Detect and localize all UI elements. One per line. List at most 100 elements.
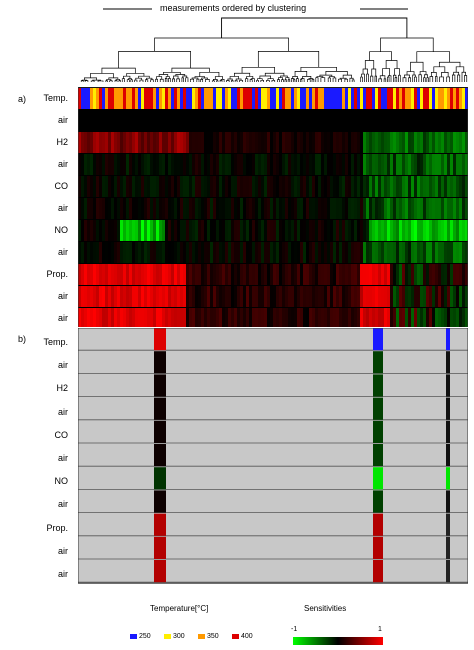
heatmap-cell [420,110,424,131]
heatmap-cell [249,264,253,285]
heatmap-cell [426,264,430,285]
heatmap-cell [219,242,223,263]
dendrogram-branch [408,77,411,80]
heatmap-cell [303,308,307,327]
heatmap-cell [147,286,151,307]
heatmap-cell [462,88,466,109]
heatmap-cell [381,242,385,263]
heatmap-cell [384,176,388,197]
dendrogram-branch [342,74,352,79]
heatmap-cell [285,88,289,109]
heatmap-cell [279,132,283,153]
heatmap-cell [93,286,97,307]
heatmap-cell [348,242,352,263]
heatmap-cell [84,198,88,219]
heatmap-cell [318,220,322,241]
heatmap-cell [87,242,91,263]
heatmap-cell [84,242,88,263]
heatmap-cell [291,286,295,307]
heatmap-cell [219,198,223,219]
heatmap-cell [261,176,265,197]
heatmap-cell [297,242,301,263]
heatmap-cell [447,154,451,175]
heatmap-cell [411,264,415,285]
heatmap-cell [162,220,166,241]
heatmap-cell [93,88,97,109]
heatmap-cell [354,110,358,131]
dendrogram-branch [338,78,342,81]
heatmap-cell [213,242,217,263]
heatmap-cell [93,308,97,327]
heatmap-cell [462,198,466,219]
heatmap-cell [180,220,184,241]
heatmap-cell [300,264,304,285]
selected-column-cell [154,397,166,420]
heatmap-cell [114,132,118,153]
heatmap-cell [78,308,82,327]
heatmap-cell [246,198,250,219]
heatmap-cell [432,110,436,131]
heatmap-cell [126,242,130,263]
heatmap-cell [168,176,172,197]
heatmap-cell [285,220,289,241]
heatmap-cell [87,176,91,197]
heatmap-cell [393,132,397,153]
heatmap-cell [288,242,292,263]
heatmap-cell [258,308,262,327]
heatmap-cell [312,308,316,327]
heatmap-cell [189,132,193,153]
heatmap-cell [465,198,468,219]
heatmap-cell [417,132,421,153]
heatmap-cell [285,132,289,153]
heatmap-cell [195,264,199,285]
heatmap-cell [288,198,292,219]
heatmap-cell [411,198,415,219]
heatmap-cell [420,132,424,153]
heatmap-cell [162,286,166,307]
heatmap-cell [96,176,100,197]
heatmap-cell [459,308,463,327]
heatmap-cell [96,264,100,285]
heatmap-cell [279,88,283,109]
dendrogram-branch [249,79,253,81]
heatmap-cell [348,264,352,285]
heatmap-cell [159,110,163,131]
heatmap-cell [81,220,85,241]
heatmap-cell [120,308,124,327]
heatmap-cell [102,176,106,197]
heatmap-cell [456,154,460,175]
heatmap-cell [201,88,205,109]
heatmap-cell [423,198,427,219]
heatmap-cell [258,198,262,219]
heatmap-cell [276,220,280,241]
heatmap-cell [435,308,439,327]
heatmap-cell [318,264,322,285]
heatmap-cell [342,220,346,241]
selected-column-cell [373,560,383,583]
heatmap-cell [381,176,385,197]
dendrogram-branch [266,80,270,82]
heatmap-cell [453,242,457,263]
heatmap-cell [450,198,454,219]
heatmap-cell [102,154,106,175]
heatmap-cell [102,242,106,263]
dendrogram-branch [257,78,263,81]
heatmap-cell [144,154,148,175]
dendrogram-branch [430,72,437,77]
heatmap-cell [228,264,232,285]
heatmap-cell [138,198,142,219]
heatmap-cell [462,264,466,285]
heatmap-cell [216,132,220,153]
heatmap-cell [393,242,397,263]
heatmap-cell [141,132,145,153]
heatmap-cell [309,176,313,197]
heatmap-cell [405,88,409,109]
heatmap-cell [156,132,160,153]
heatmap-cell [327,264,331,285]
heatmap-cell [111,308,115,327]
heatmap-cell [285,176,289,197]
heatmap-cell [273,286,277,307]
heatmap-cell [438,286,442,307]
heatmap-cell [150,264,154,285]
heatmap-cell [171,132,175,153]
